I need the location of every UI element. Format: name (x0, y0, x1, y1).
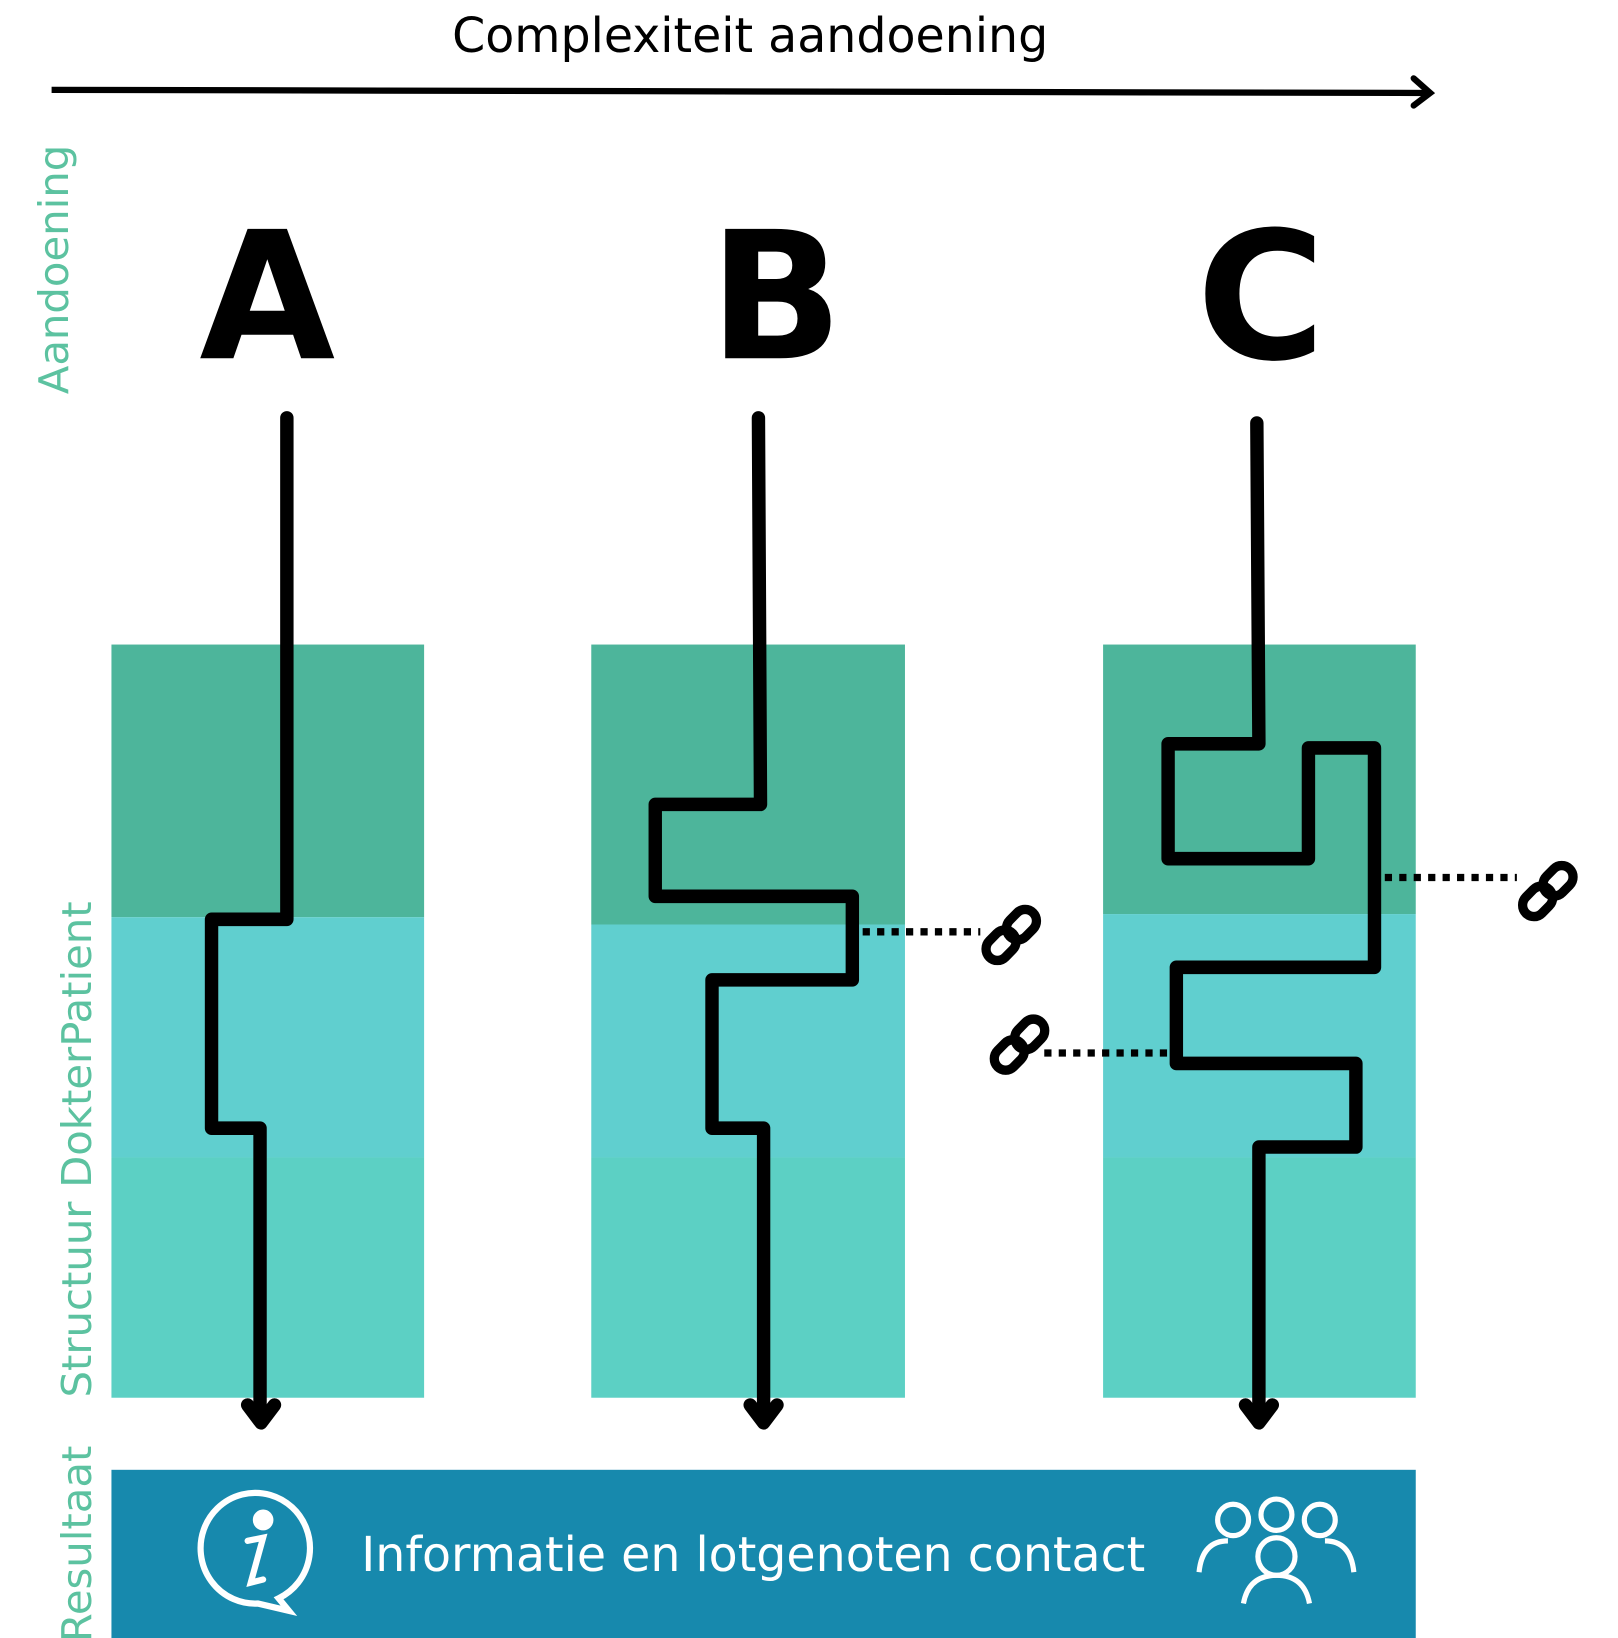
result-banner (111, 1469, 1416, 1638)
info-icon (197, 1489, 314, 1617)
side-label: DokterPatient (52, 901, 101, 1188)
people-icon (1196, 1496, 1357, 1605)
axis-arrow (51, 75, 1436, 109)
title: Complexiteit aandoening (452, 9, 1048, 64)
columns (111, 644, 1416, 1398)
paths (204, 411, 1578, 1430)
side-label: Resultaat (52, 1446, 101, 1638)
column-label: A (199, 193, 335, 400)
side-label: Structuur (52, 1201, 101, 1398)
column-label: B (709, 193, 843, 400)
side-label: Aandoening (29, 145, 78, 394)
column-label: C (1197, 193, 1326, 400)
result-text: Informatie en lotgenoten contact (361, 1528, 1145, 1583)
